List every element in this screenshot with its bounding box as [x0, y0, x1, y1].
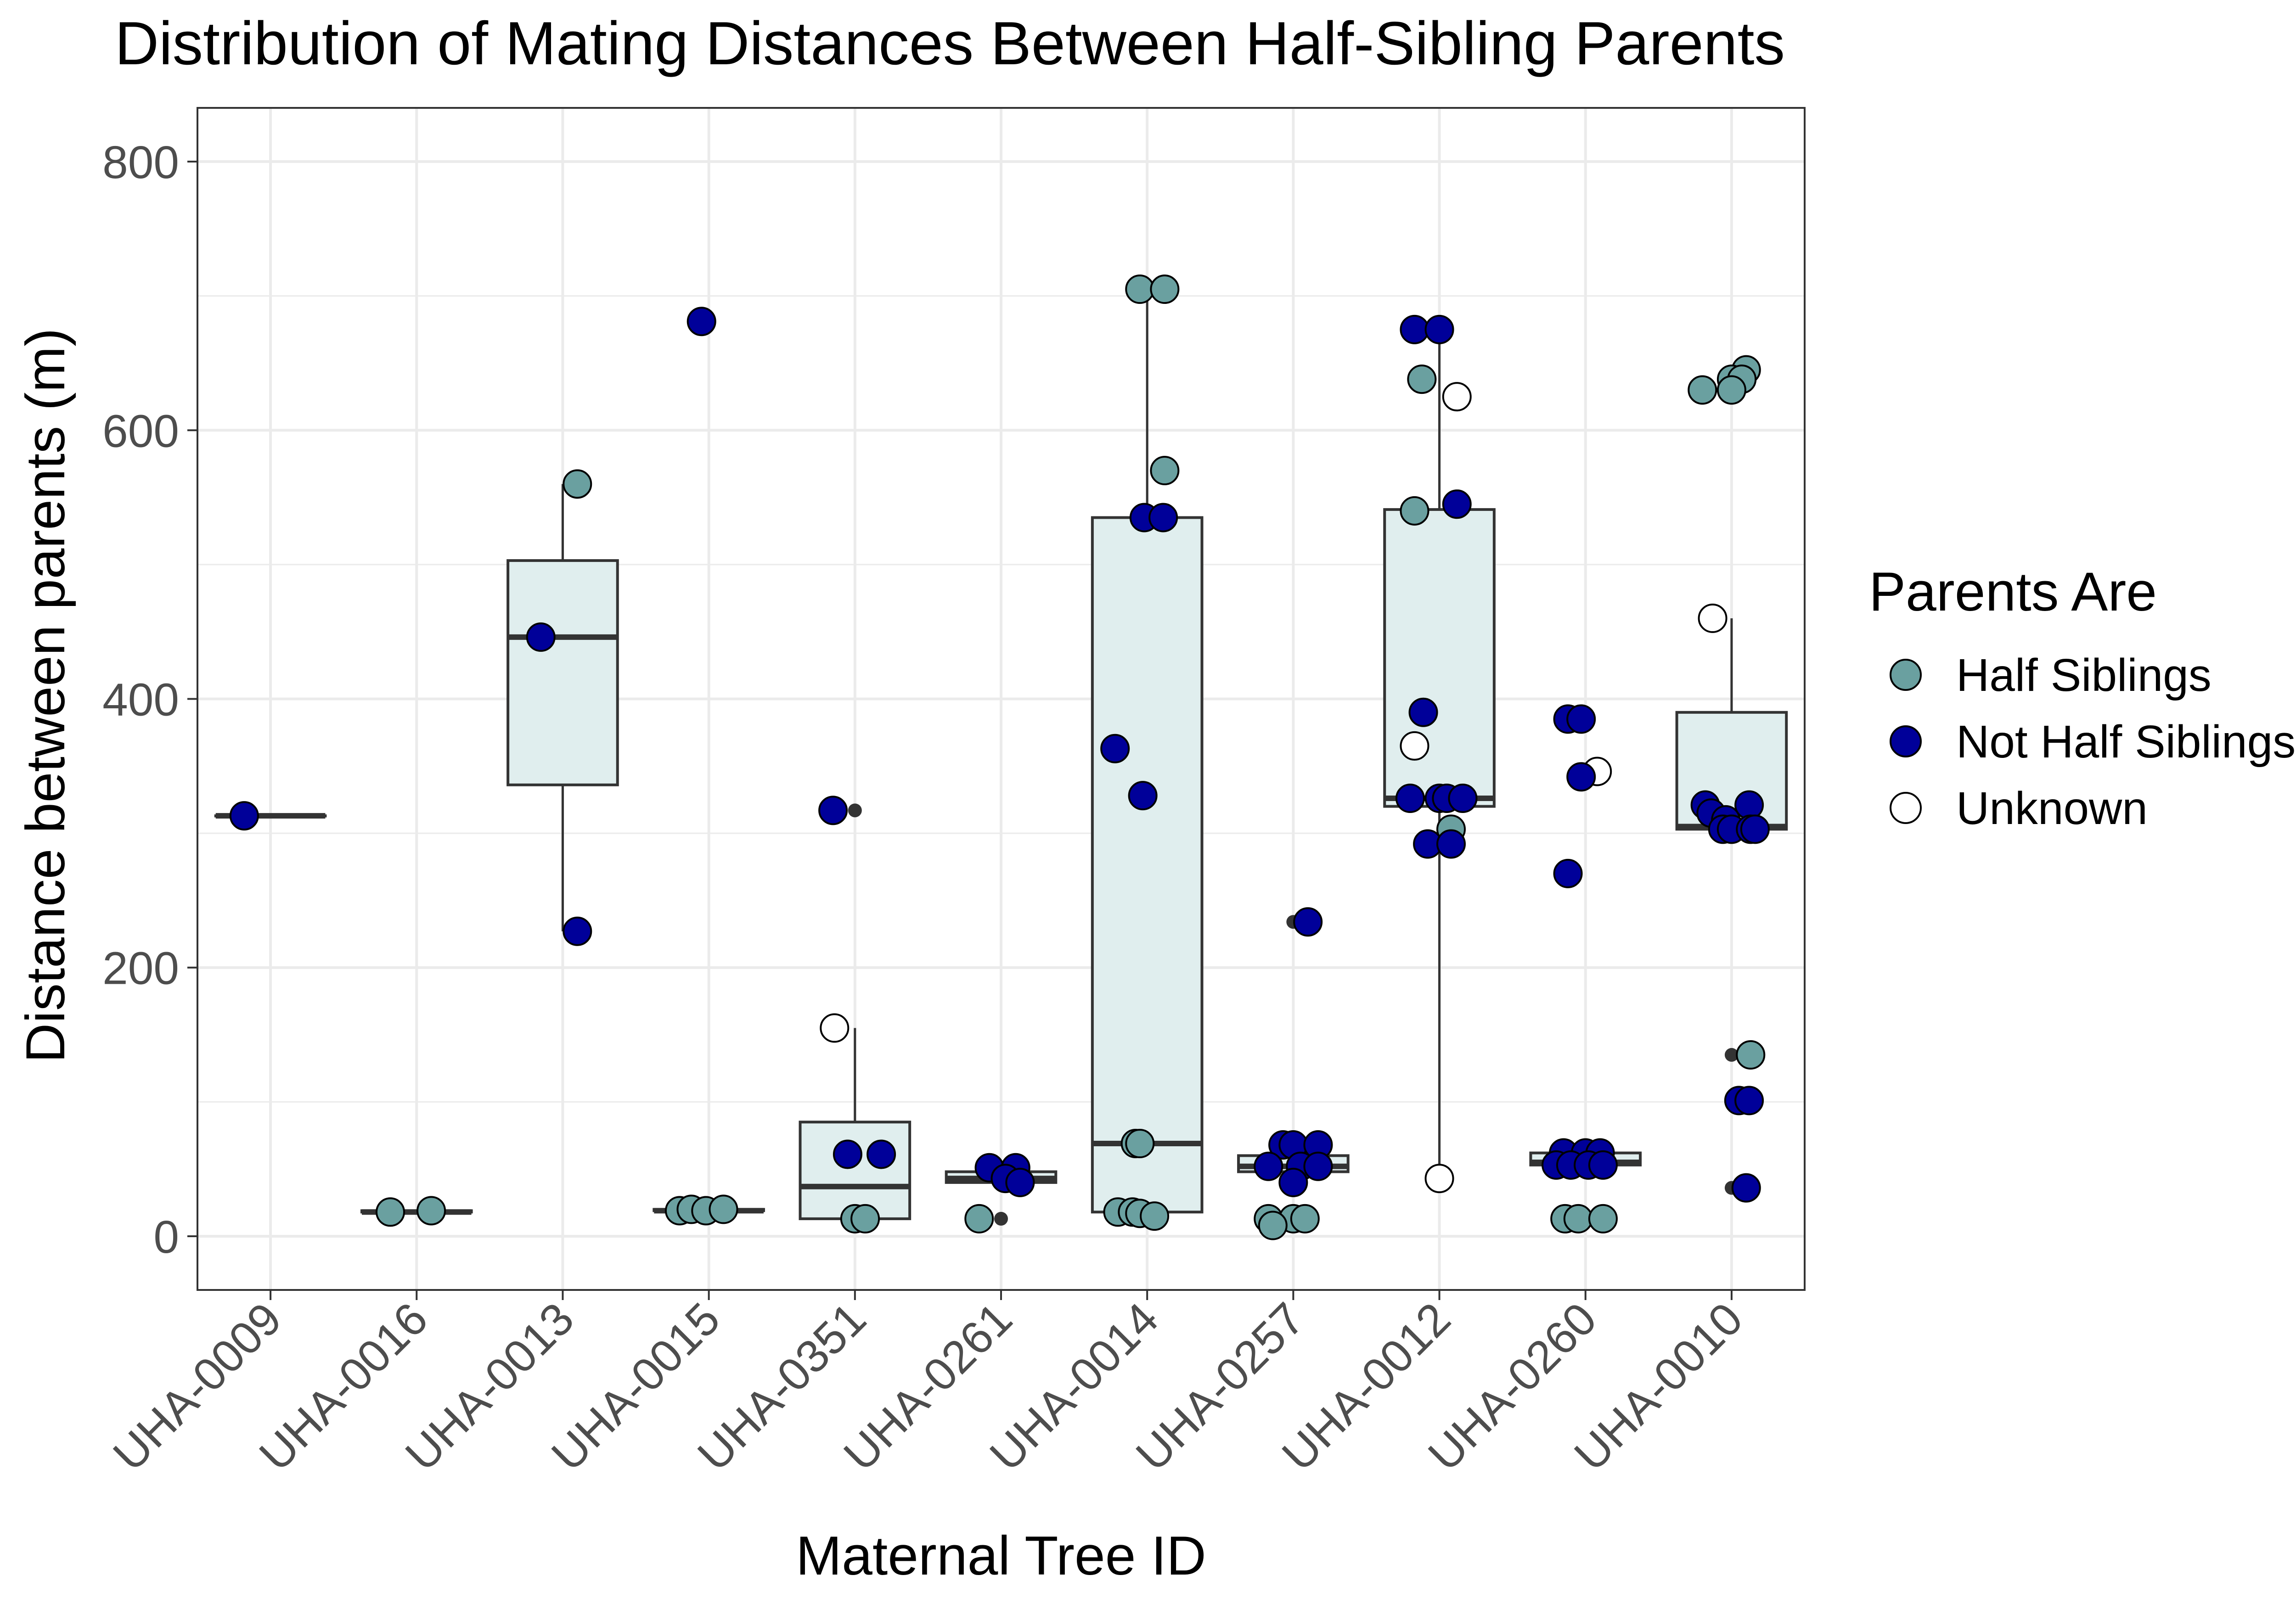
point-unknown	[1424, 1164, 1454, 1194]
legend-item-unknown: Unknown	[1890, 783, 2148, 834]
point-half-siblings	[1125, 275, 1155, 304]
point-half-siblings	[416, 1196, 446, 1226]
point-not-half-siblings	[1303, 1151, 1333, 1181]
y-tick-label: 200	[102, 943, 179, 994]
legend-key-not-half-siblings	[1890, 725, 1922, 757]
point-not-half-siblings	[1148, 503, 1178, 533]
point-half-siblings	[376, 1197, 405, 1227]
legend-item-not-half-siblings: Not Half Siblings	[1890, 716, 2296, 768]
chart-title: Distribution of Mating Distances Between…	[115, 10, 1785, 78]
point-half-siblings	[1716, 375, 1746, 405]
boxplot-uha-0351	[799, 803, 912, 1220]
outlier-point	[848, 803, 862, 818]
legend: Parents Are Half Siblings Not Half Sibli…	[1869, 561, 2296, 834]
point-half-siblings	[1125, 1129, 1155, 1159]
point-not-half-siblings	[1442, 489, 1472, 519]
point-not-half-siblings	[1128, 781, 1158, 811]
point-not-half-siblings	[1734, 1086, 1764, 1116]
point-half-siblings	[1688, 375, 1717, 405]
point-not-half-siblings	[1254, 1151, 1283, 1181]
legend-key-unknown	[1890, 792, 1922, 824]
outlier-point	[1724, 1048, 1739, 1062]
outlier-point	[994, 1211, 1008, 1226]
point-unknown	[1442, 382, 1472, 412]
point-not-half-siblings	[1424, 314, 1454, 344]
boxplot-uha-0013	[506, 484, 619, 931]
point-not-half-siblings	[1100, 734, 1130, 763]
iqr-box	[799, 1121, 912, 1220]
point-not-half-siblings	[526, 622, 556, 652]
point-half-siblings	[1290, 1204, 1320, 1233]
y-tick-label: 0	[153, 1211, 179, 1263]
point-not-half-siblings	[1408, 697, 1438, 727]
point-half-siblings	[850, 1204, 880, 1233]
point-half-siblings	[1258, 1211, 1288, 1240]
point-not-half-siblings	[818, 796, 848, 825]
iqr-box	[1091, 516, 1204, 1214]
point-half-siblings	[563, 469, 592, 499]
point-not-half-siblings	[1436, 829, 1466, 859]
point-unknown	[1400, 731, 1429, 761]
legend-item-half-siblings: Half Siblings	[1890, 650, 2212, 701]
iqr-box	[506, 559, 619, 786]
y-tick-label: 600	[102, 405, 179, 457]
y-axis-title: Distance between parents (m)	[15, 328, 76, 1063]
point-not-half-siblings	[1400, 314, 1429, 344]
iqr-box	[1383, 508, 1496, 808]
point-not-half-siblings	[563, 916, 592, 946]
point-not-half-siblings	[687, 307, 716, 336]
point-not-half-siblings	[229, 801, 259, 831]
point-not-half-siblings	[1278, 1167, 1308, 1197]
point-not-half-siblings	[1566, 762, 1596, 792]
point-not-half-siblings	[1731, 1173, 1761, 1203]
point-half-siblings	[1400, 496, 1429, 526]
legend-label-not-half-siblings: Not Half Siblings	[1956, 716, 2296, 768]
point-half-siblings	[1150, 456, 1180, 486]
point-not-half-siblings	[867, 1139, 896, 1169]
point-not-half-siblings	[1395, 784, 1425, 813]
point-half-siblings	[1407, 364, 1437, 394]
legend-label-half-siblings: Half Siblings	[1956, 650, 2212, 701]
y-tick-label: 800	[102, 137, 179, 188]
point-not-half-siblings	[1588, 1150, 1618, 1180]
point-half-siblings	[709, 1194, 738, 1224]
point-not-half-siblings	[1553, 858, 1583, 888]
legend-label-unknown: Unknown	[1956, 783, 2148, 834]
point-not-half-siblings	[1448, 784, 1478, 813]
point-half-siblings	[1588, 1204, 1618, 1233]
point-half-siblings	[1150, 275, 1180, 304]
x-axis-title: Maternal Tree ID	[796, 1525, 1206, 1587]
legend-title: Parents Are	[1869, 561, 2157, 622]
y-axis-ticks: 0 200 400 600 800	[102, 137, 197, 1263]
data-points	[229, 275, 1770, 1240]
legend-key-half-siblings	[1890, 659, 1922, 691]
point-not-half-siblings	[833, 1139, 862, 1169]
point-not-half-siblings	[1293, 907, 1323, 937]
point-unknown	[1698, 603, 1728, 633]
point-not-half-siblings	[1566, 704, 1596, 734]
point-half-siblings	[1736, 1040, 1766, 1070]
point-not-half-siblings	[1005, 1167, 1035, 1197]
y-tick-label: 400	[102, 674, 179, 726]
point-half-siblings	[1140, 1201, 1170, 1231]
point-unknown	[820, 1013, 850, 1043]
point-not-half-siblings	[1740, 814, 1770, 844]
point-half-siblings	[1563, 1204, 1593, 1233]
point-half-siblings	[964, 1204, 994, 1233]
